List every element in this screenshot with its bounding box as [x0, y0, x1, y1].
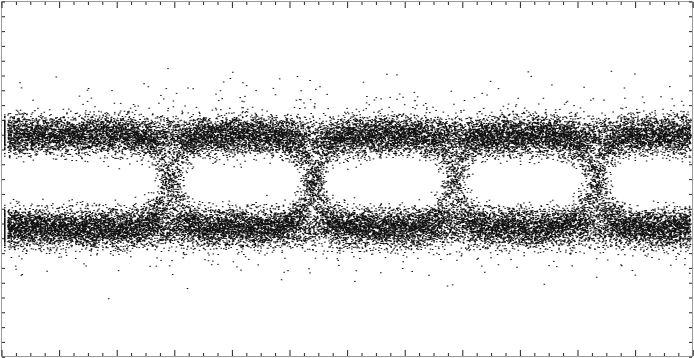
signal-traces — [4, 68, 692, 300]
trace-points — [4, 68, 692, 300]
